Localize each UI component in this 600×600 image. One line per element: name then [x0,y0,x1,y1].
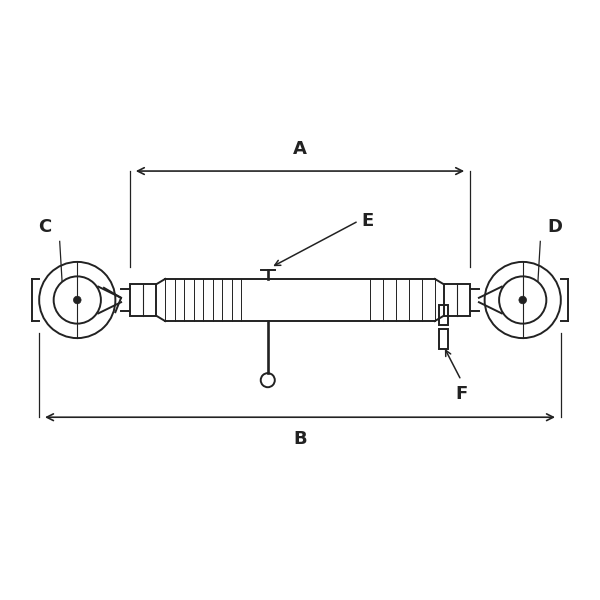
Circle shape [519,296,527,304]
Text: F: F [455,385,467,403]
Bar [130,284,157,316]
Text: D: D [547,218,562,236]
Text: A: A [293,140,307,158]
Bar [443,284,470,316]
Circle shape [73,296,81,304]
Text: B: B [293,430,307,448]
Bar [439,329,448,349]
Bar [439,305,448,325]
Text: E: E [362,212,374,230]
Text: C: C [38,218,52,236]
